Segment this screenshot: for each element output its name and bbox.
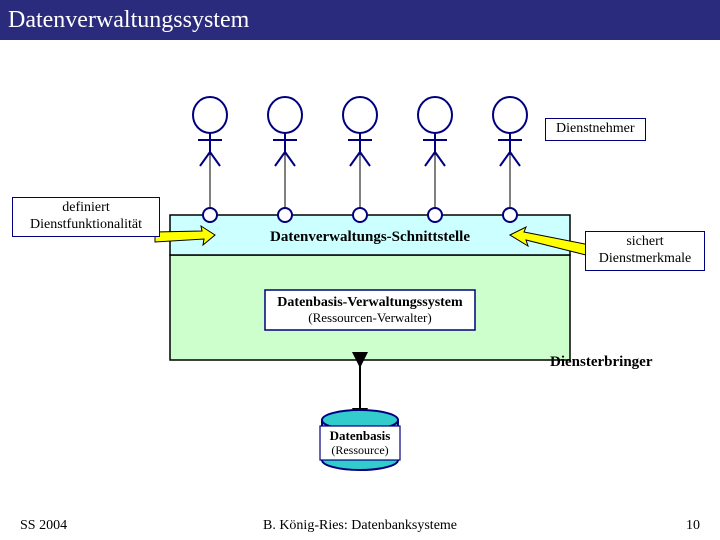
title-bar: Datenverwaltungssystem [0, 0, 720, 40]
actor-leg-r [285, 152, 295, 166]
slide-title: Datenverwaltungssystem [8, 7, 249, 34]
label-sichert: sichert Dienstmerkmale [585, 231, 705, 271]
actor-leg-l [350, 152, 360, 166]
interface-port [278, 208, 292, 222]
slide: Datenverwaltungssystem Datenverwaltungs-… [0, 0, 720, 540]
label-diensterbringer: Diensterbringer [550, 354, 652, 371]
dbvs-label-l1: Datenbasis-Verwaltungssystem [277, 295, 463, 310]
actor-head [193, 97, 227, 133]
label-definiert-line2: Dienstfunktionalität [30, 217, 142, 232]
footer-center: B. König-Ries: Datenbanksysteme [263, 518, 457, 534]
dbvs-label-l2: (Ressourcen-Verwalter) [308, 310, 431, 325]
label-dienstnehmer: Dienstnehmer [545, 118, 646, 141]
interface-port [353, 208, 367, 222]
actor-leg-r [510, 152, 520, 166]
actor-head [268, 97, 302, 133]
interface-label: Datenverwaltungs-Schnittstelle [270, 229, 470, 245]
interface-port [503, 208, 517, 222]
actor-head [418, 97, 452, 133]
actor-leg-l [200, 152, 210, 166]
datenbasis-label-l2: (Ressource) [331, 443, 388, 457]
actor-leg-l [425, 152, 435, 166]
label-definiert: definiert Dienstfunktionalität [12, 197, 160, 237]
label-sichert-line2: Dienstmerkmale [599, 251, 692, 266]
footer-right: 10 [686, 518, 700, 534]
interface-port [203, 208, 217, 222]
actor-leg-r [210, 152, 220, 166]
datenbasis-label-l1: Datenbasis [330, 428, 391, 443]
label-sichert-line1: sichert [626, 234, 663, 249]
label-definiert-line1: definiert [62, 200, 109, 215]
actor-leg-r [360, 152, 370, 166]
footer-left: SS 2004 [20, 518, 67, 534]
actor-leg-l [500, 152, 510, 166]
actor-head [343, 97, 377, 133]
actor-leg-l [275, 152, 285, 166]
actor-head [493, 97, 527, 133]
actor-leg-r [435, 152, 445, 166]
interface-port [428, 208, 442, 222]
